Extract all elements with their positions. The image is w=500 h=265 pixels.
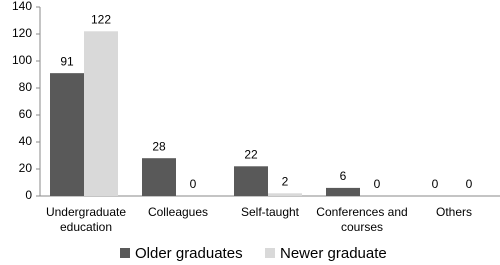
value-label: 122 (91, 12, 111, 26)
value-label: 0 (466, 177, 473, 191)
y-tick-label: 60 (19, 107, 33, 121)
x-tick-label: Conferences and courses (316, 205, 408, 234)
value-label: 28 (152, 139, 166, 153)
x-tick-label: Others (435, 205, 472, 219)
y-tick-label: 20 (19, 161, 33, 175)
bar (84, 31, 118, 196)
y-tick-label: 140 (12, 0, 32, 13)
y-tick-label: 120 (12, 26, 32, 40)
value-label: 0 (374, 177, 381, 191)
legend-swatch (265, 248, 275, 258)
value-label: 22 (244, 147, 258, 161)
bar (50, 73, 84, 196)
legend-label: Older graduates (135, 245, 243, 262)
y-tick-label: 0 (25, 188, 32, 202)
x-tick-label: Colleagues (147, 205, 209, 219)
y-tick-label: 80 (19, 80, 33, 94)
x-tick-label: Self-taught (240, 205, 300, 219)
value-label: 2 (282, 174, 289, 188)
bar (234, 166, 268, 196)
bar (268, 193, 302, 196)
bar (326, 187, 360, 196)
value-label: 91 (60, 54, 74, 68)
value-label: 6 (340, 169, 347, 183)
y-tick-label: 100 (12, 53, 32, 67)
legend-label: Newer graduate (280, 245, 387, 262)
x-tick-label: Undergraduate education (45, 205, 127, 234)
bar (142, 158, 176, 196)
legend-swatch (120, 248, 130, 258)
value-label: 0 (190, 177, 197, 191)
y-tick-label: 40 (19, 134, 33, 148)
value-label: 0 (432, 177, 439, 191)
